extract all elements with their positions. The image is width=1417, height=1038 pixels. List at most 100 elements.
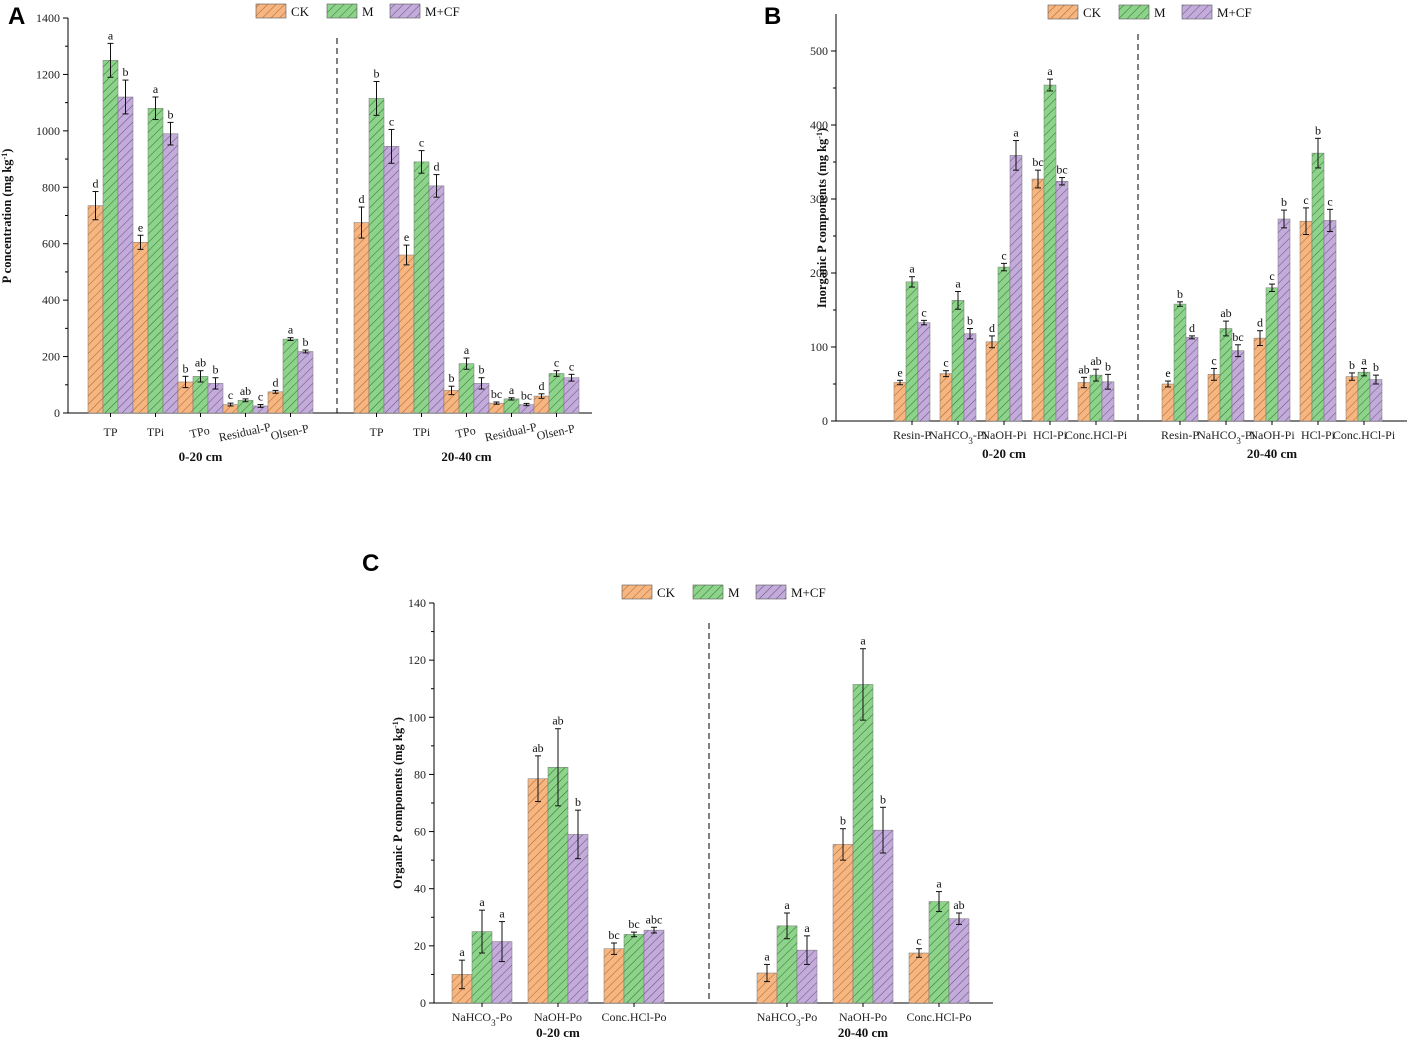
panel-a-bar bbox=[102, 60, 119, 414]
panel-a-ytick-label: 0 bbox=[54, 406, 60, 420]
panel-a-bar bbox=[428, 185, 445, 414]
panel-a-significance-letter: b bbox=[374, 66, 380, 80]
panel-b-bar bbox=[893, 382, 907, 422]
panel-b-legend-swatch-mcf bbox=[1181, 4, 1213, 20]
panel-a-significance-letter: c bbox=[389, 114, 394, 128]
panel-b-significance-letter: e bbox=[897, 365, 902, 379]
panel-a-bar bbox=[458, 363, 475, 414]
panel-a-significance-letter: b bbox=[479, 363, 485, 377]
panel-a-bar bbox=[398, 254, 415, 414]
panel-b-chart: 0 100 200 300 400 500 Inorganic P components (… bbox=[810, 4, 1407, 461]
panel-c-significance-letter: b bbox=[880, 792, 886, 806]
panel-c-ytick-label: 120 bbox=[408, 653, 426, 667]
panel-c-y-axis-label: Organic P components (mg kg-1) bbox=[391, 717, 406, 889]
panel-b-bar bbox=[939, 373, 953, 422]
panel-a-bar bbox=[563, 377, 580, 414]
panel-a-depth-label: 0-20 cm bbox=[179, 449, 223, 464]
panel-a-category-label: TP bbox=[369, 425, 383, 439]
panel-b-bar bbox=[917, 322, 931, 422]
panel-b-legend-swatch-ck bbox=[1047, 4, 1079, 20]
panel-b-y-axis-label: Inorganic P components (mg kg-1) bbox=[815, 128, 830, 308]
panel-c-chart: 0 20 40 60 80 100 120 140 Organic P components (… bbox=[391, 584, 993, 1038]
panel-a-bar bbox=[383, 146, 400, 414]
panel-b-bar bbox=[1207, 374, 1221, 422]
panel-b-significance-letter: c bbox=[1269, 269, 1274, 283]
panel-b-category-label: NaOH-Pi bbox=[981, 428, 1027, 442]
panel-c-ytick-label: 20 bbox=[414, 939, 426, 953]
panel-a-ytick-label: 1400 bbox=[36, 11, 60, 25]
panel-a-significance-letter: c bbox=[419, 136, 424, 150]
panel-a-ytick-label: 800 bbox=[42, 180, 60, 194]
panel-b-bar bbox=[1031, 178, 1045, 422]
panel-a-bar bbox=[413, 161, 430, 414]
panel-c-significance-letter: a bbox=[860, 634, 866, 648]
panel-a-bar bbox=[147, 108, 164, 414]
panel-a-chart: 0 200 400 600 800 1000 1200 1400 P concentration… bbox=[0, 3, 592, 464]
panel-a-bar bbox=[87, 205, 104, 414]
panel-c-bar bbox=[852, 684, 874, 1004]
panel-c-significance-letter: c bbox=[916, 934, 921, 948]
panel-a-bar bbox=[297, 351, 314, 414]
panel-b-significance-letter: d bbox=[1189, 321, 1195, 335]
panel-a-category-label: TPi bbox=[413, 425, 431, 439]
panel-c-legend-swatch-mcf bbox=[755, 584, 787, 600]
panel-b-significance-letter: ab bbox=[1090, 354, 1101, 368]
panel-c-significance-letter: a bbox=[459, 945, 465, 959]
panel-a-category-label: TPi bbox=[147, 425, 165, 439]
panel-a-significance-letter: bc bbox=[491, 387, 502, 401]
panel-c-bar bbox=[872, 829, 894, 1004]
panel-b-bar bbox=[1265, 287, 1279, 422]
panel-b-category-label: NaOH-Pi bbox=[1249, 428, 1295, 442]
panel-a-bar bbox=[548, 373, 565, 414]
panel-b-significance-letter: c bbox=[1001, 248, 1006, 262]
panel-b-significance-letter: d bbox=[1257, 316, 1263, 330]
panel-b-ytick-label: 0 bbox=[822, 414, 828, 428]
panel-a-significance-letter: d bbox=[93, 177, 99, 191]
panel-c-category-label: NaOH-Po bbox=[534, 1010, 582, 1024]
panel-b-bar bbox=[1231, 350, 1245, 422]
panel-a-significance-letter: c bbox=[554, 356, 559, 370]
panel-c-bar bbox=[908, 952, 930, 1004]
panel-b-bar bbox=[1043, 84, 1057, 422]
panel-b-bar bbox=[1311, 152, 1325, 422]
panel-b-significance-letter: b bbox=[1281, 195, 1287, 209]
panel-b-bar bbox=[1009, 155, 1023, 422]
panel-c-ytick-label: 0 bbox=[420, 996, 426, 1010]
panel-b-bar bbox=[1185, 337, 1199, 422]
panel-letter-b: B bbox=[764, 3, 781, 30]
panel-a-significance-letter: b bbox=[213, 363, 219, 377]
panel-b-bar bbox=[963, 333, 977, 422]
panel-b-depth-label: 0-20 cm bbox=[982, 446, 1026, 461]
panel-b-category-label: Conc.HCl-Pi bbox=[1065, 428, 1128, 442]
panel-b-significance-letter: bc bbox=[1056, 163, 1067, 177]
panel-a-significance-letter: a bbox=[509, 383, 515, 397]
panel-a-depth-label: 20-40 cm bbox=[441, 449, 491, 464]
panel-c-significance-letter: a bbox=[804, 921, 810, 935]
panel-a-bar bbox=[117, 96, 134, 414]
panel-c-significance-letter: bc bbox=[608, 928, 619, 942]
panel-c-bar bbox=[623, 934, 645, 1004]
panel-b-category-label: Resin-P bbox=[893, 428, 931, 442]
panel-b-legend-label: CK bbox=[1083, 5, 1102, 20]
panel-c-significance-letter: b bbox=[575, 795, 581, 809]
panel-c-legend-label: CK bbox=[657, 585, 676, 600]
panel-b-significance-letter: b bbox=[1105, 359, 1111, 373]
panel-c-depth-label: 20-40 cm bbox=[838, 1025, 888, 1038]
panel-c-significance-letter: a bbox=[936, 877, 942, 891]
panel-a-significance-letter: ab bbox=[240, 384, 251, 398]
panel-a-category-label: Residual-P bbox=[217, 420, 272, 445]
panel-a-significance-letter: a bbox=[464, 343, 470, 357]
panel-c-bar bbox=[643, 929, 665, 1004]
panel-b-significance-letter: a bbox=[1361, 353, 1367, 367]
panel-b-significance-letter: c bbox=[921, 305, 926, 319]
panel-b-significance-letter: ab bbox=[1078, 362, 1089, 376]
panel-c-ytick-label: 140 bbox=[408, 596, 426, 610]
panel-c-ytick-label: 60 bbox=[414, 825, 426, 839]
panel-a-legend-label: M+CF bbox=[425, 4, 460, 19]
panel-b-ytick-label: 500 bbox=[810, 44, 828, 58]
panel-b-ytick-label: 300 bbox=[810, 192, 828, 206]
panel-b-bar bbox=[1369, 379, 1383, 422]
panel-b-category-label: NaHCO3-Pi bbox=[929, 428, 987, 446]
panel-b-bar bbox=[1253, 337, 1267, 422]
panel-a-significance-letter: e bbox=[404, 230, 409, 244]
